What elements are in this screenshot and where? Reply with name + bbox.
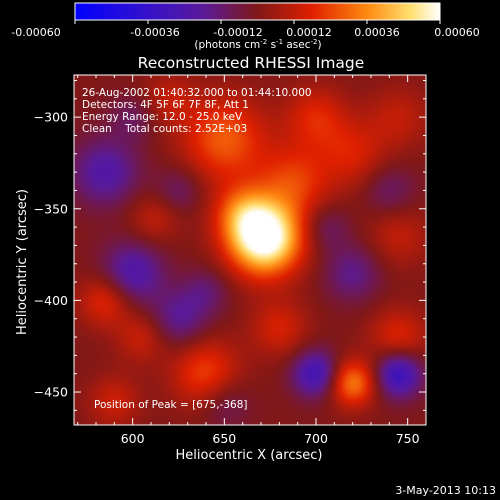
- plot-frame: [73, 74, 427, 426]
- y-axis-label: Heliocentric Y (arcsec): [15, 189, 30, 335]
- footer-date: 3-May-2013 10:13: [395, 484, 496, 497]
- colorbar: -0.00060 -0.00036 -0.00012 0.00012 0.000…: [11, 2, 480, 51]
- x-axis-label: Heliocentric X (arcsec): [176, 448, 323, 463]
- colorbar-tick-label: -0.00012: [213, 26, 262, 39]
- colorbar-gradient: [74, 2, 441, 21]
- annotation-energy-range: Energy Range: 12.0 - 25.0 keV: [82, 111, 243, 123]
- y-tick-label: −450: [34, 385, 68, 400]
- colorbar-tick-label: 0.00036: [354, 26, 400, 39]
- x-tick-label: 650: [212, 431, 236, 446]
- colorbar-tick-label: -0.00036: [130, 26, 179, 39]
- colorbar-unit-label: (photons cm-2 s-1 asec-2): [194, 38, 321, 51]
- y-tick-label: −300: [34, 110, 68, 125]
- y-tick-label: −400: [34, 293, 68, 308]
- colorbar-ticks: [74, 20, 441, 24]
- image-annotations: 26-Aug-2002 01:40:32.000 to 01:44:10.000…: [82, 87, 312, 411]
- y-tick-label: −350: [34, 201, 68, 216]
- annotation-time-range: 26-Aug-2002 01:40:32.000 to 01:44:10.000: [82, 87, 312, 99]
- x-tick-label: 750: [396, 431, 420, 446]
- x-tick-label: 700: [304, 431, 328, 446]
- annotation-counts: Clean Total counts: 2.52E+03: [82, 123, 247, 135]
- annotation-detectors: Detectors: 4F 5F 6F 7F 8F, Att 1: [82, 99, 249, 111]
- heatmap-raster: [74, 75, 426, 425]
- chart-title: Reconstructed RHESSI Image: [138, 54, 365, 72]
- colorbar-tick-label: 0.00012: [286, 26, 332, 39]
- colorbar-tick-label: -0.00060: [11, 26, 60, 39]
- axis-ticks: 600 650 700 750 −300 −350 −400 −450: [34, 75, 427, 446]
- colorbar-tick-label: 0.00060: [434, 26, 480, 39]
- annotation-peak-position: Position of Peak = [675,-368]: [94, 399, 248, 411]
- x-tick-label: 600: [121, 431, 145, 446]
- heatmap-image: [74, 75, 426, 425]
